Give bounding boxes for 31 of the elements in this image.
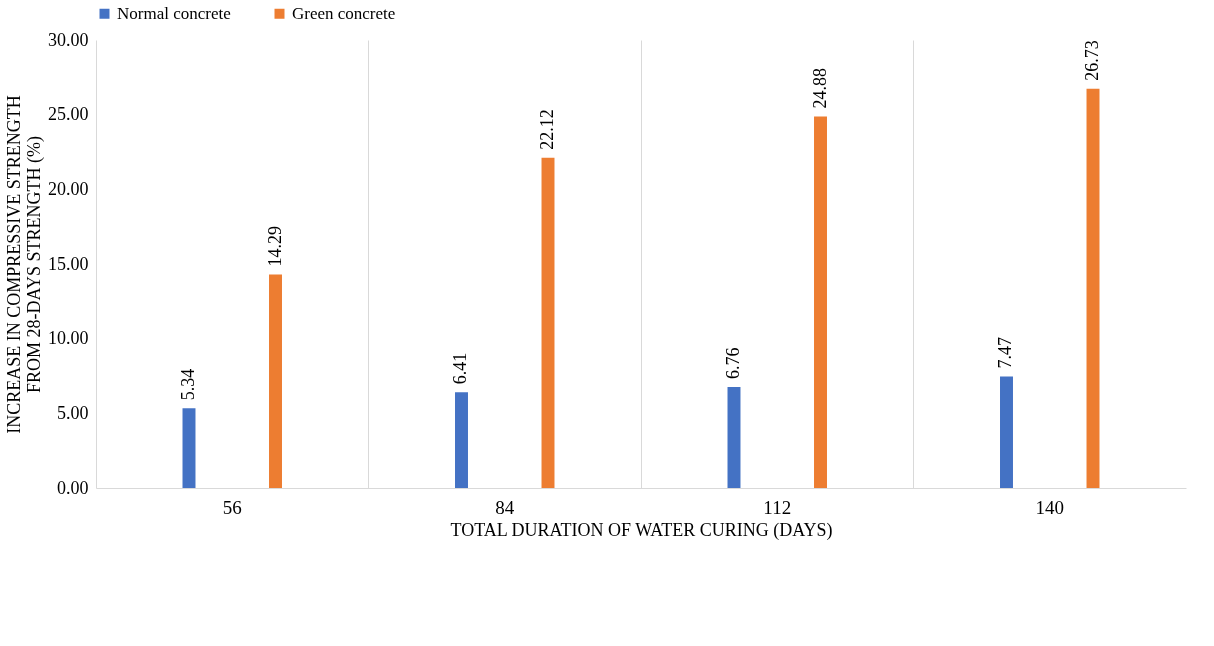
data-label: 7.47: [995, 336, 1016, 369]
y-tick-label: 20.00: [48, 178, 89, 199]
x-axis-title: TOTAL DURATION OF WATER CURING (DAYS): [450, 519, 833, 541]
legend-label: Normal concrete: [117, 3, 231, 23]
x-tick-label: 112: [763, 496, 792, 518]
data-label: 6.76: [723, 347, 743, 380]
bar: [814, 116, 827, 488]
x-tick-label: 56: [222, 496, 242, 518]
bar: [1086, 88, 1100, 488]
bar: [455, 392, 468, 488]
bar: [269, 274, 282, 488]
legend-label: Green concrete: [292, 3, 396, 23]
data-label: 6.41: [450, 352, 471, 385]
data-label: 5.34: [178, 368, 198, 401]
bar: [182, 408, 196, 488]
y-tick-label: 10.00: [48, 328, 89, 349]
data-label: 24.88: [809, 67, 830, 109]
y-tick-label: 30.00: [48, 29, 89, 50]
bar: [1000, 376, 1013, 488]
x-tick-label: 140: [1035, 496, 1064, 518]
bar: [727, 387, 741, 488]
y-tick-label: 0.00: [57, 477, 89, 498]
data-label: 26.73: [1082, 40, 1102, 81]
data-label: 22.12: [537, 109, 557, 150]
x-tick-label: 84: [495, 496, 515, 518]
y-tick-label: 25.00: [48, 104, 89, 125]
y-axis-title: INCREASE IN COMPRESSIVE STRENGTH FROM 28-DAYS STRENGTH (%): [4, 95, 45, 434]
data-label: 14.29: [264, 226, 285, 267]
bar: [541, 157, 555, 488]
y-tick-label: 15.00: [48, 253, 89, 274]
y-tick-label: 5.00: [57, 402, 89, 423]
